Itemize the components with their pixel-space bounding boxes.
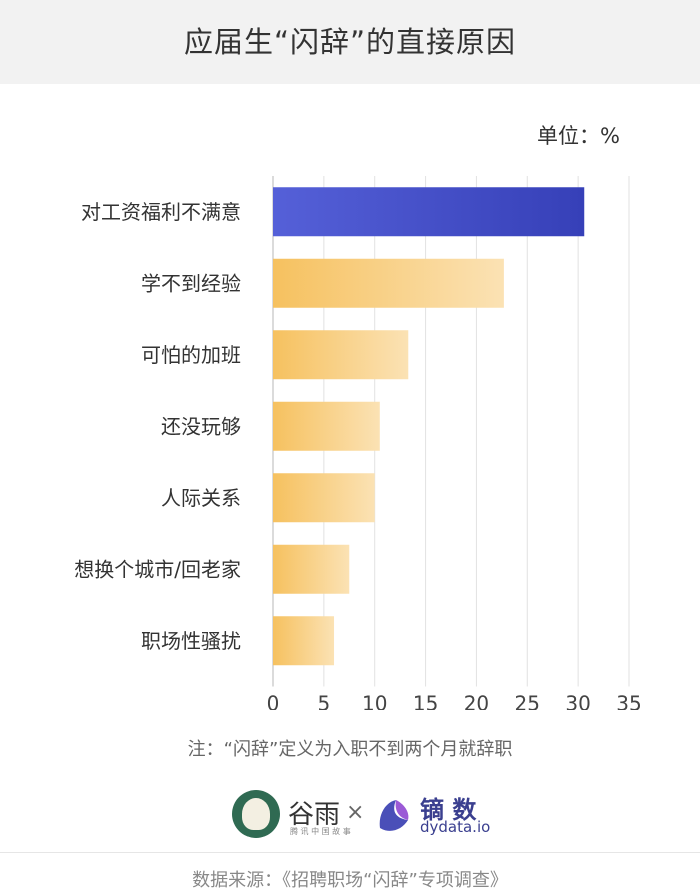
footer-divider <box>0 852 700 853</box>
dydata-logo-name: 镝 数 <box>420 796 477 824</box>
bar-2 <box>273 330 409 380</box>
bar-chart: 对工资福利不满意学不到经验可怕的加班还没玩够人际关系想换个城市/回老家职场性骚扰… <box>74 176 642 711</box>
x-tick-label-25: 25 <box>515 692 540 711</box>
category-label-6: 职场性骚扰 <box>141 629 241 653</box>
logo-row: 谷雨 腾 讯 中 国 故 事 × 镝 数 dydata.io <box>0 790 700 840</box>
times-sign: × <box>346 800 365 825</box>
x-tick-label-5: 5 <box>317 692 330 711</box>
category-label-3: 还没玩够 <box>161 414 241 438</box>
x-tick-label-20: 20 <box>464 692 489 711</box>
x-tick-label-0: 0 <box>267 692 280 711</box>
x-tick-label-10: 10 <box>362 692 387 711</box>
bars <box>273 187 585 666</box>
category-label-1: 学不到经验 <box>141 271 241 295</box>
data-source: 数据来源：《招聘职场“闪辞”专项调查》 <box>192 870 508 891</box>
dydata-logo-icon <box>379 800 409 831</box>
unit-label: 单位：% <box>537 124 620 148</box>
chart-title: 应届生“闪辞”的直接原因 <box>183 25 517 59</box>
title-banner <box>0 0 700 84</box>
category-label-0: 对工资福利不满意 <box>81 200 241 224</box>
category-label-5: 想换个城市/回老家 <box>74 557 241 581</box>
x-tick-labels: 0 5 10 15 20 25 30 35 <box>267 692 642 711</box>
bar-6 <box>273 616 335 666</box>
bar-3 <box>273 401 380 451</box>
guyu-logo-subtitle: 腾 讯 中 国 故 事 <box>290 827 351 836</box>
guyu-logo-name: 谷雨 <box>288 800 341 830</box>
category-label-2: 可怕的加班 <box>141 343 241 367</box>
x-tick-label-35: 35 <box>616 692 641 711</box>
x-tick-label-30: 30 <box>565 692 590 711</box>
dydata-logo-domain: dydata.io <box>420 818 491 836</box>
x-tick-label-15: 15 <box>413 692 438 711</box>
bar-5 <box>273 544 350 594</box>
category-label-4: 人际关系 <box>161 486 241 510</box>
bar-0 <box>273 187 585 237</box>
footnote: 注：“闪辞”定义为入职不到两个月就辞职 <box>187 739 513 760</box>
bar-4 <box>273 473 375 523</box>
guyu-logo-icon <box>232 790 280 838</box>
bar-1 <box>273 258 504 308</box>
